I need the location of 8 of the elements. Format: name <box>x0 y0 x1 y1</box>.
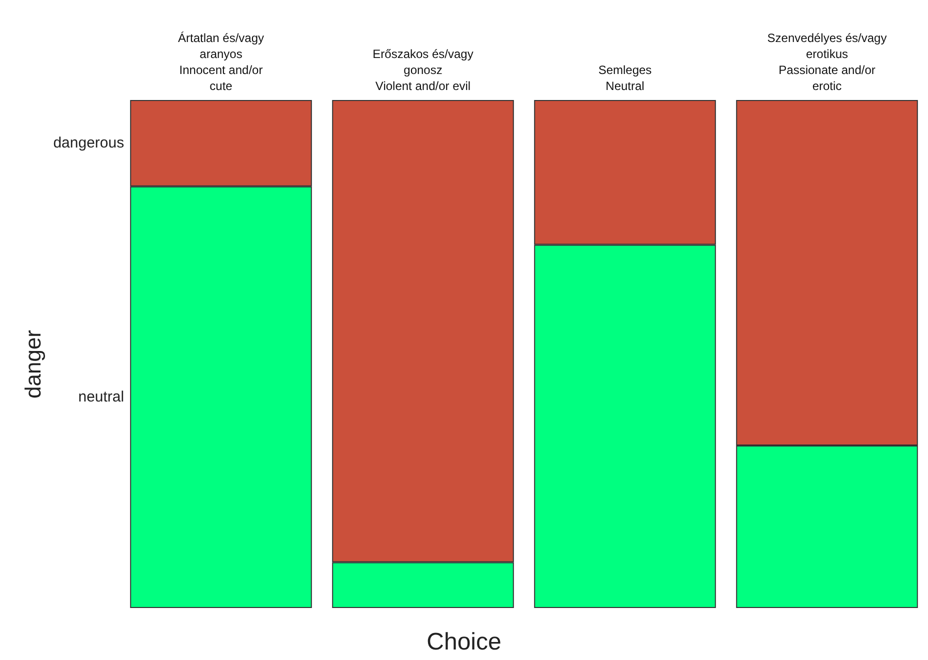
y-axis-title: danger <box>20 330 46 399</box>
x-tick-label: Erőszakos és/vagy gonosz Violent and/or evil <box>372 47 474 93</box>
series-label: neutral <box>78 388 124 406</box>
x-tick-label: Ártatlan és/vagy aranyos Innocent and/or cute <box>178 31 264 93</box>
x-tick-label: Szenvedélyes és/vagy erotikus Passionate and/or erotic <box>767 31 887 93</box>
x-axis-title: Choice <box>426 628 502 656</box>
x-tick-label: Semleges Neutral <box>598 63 652 93</box>
series-label: dangerous <box>53 134 124 152</box>
